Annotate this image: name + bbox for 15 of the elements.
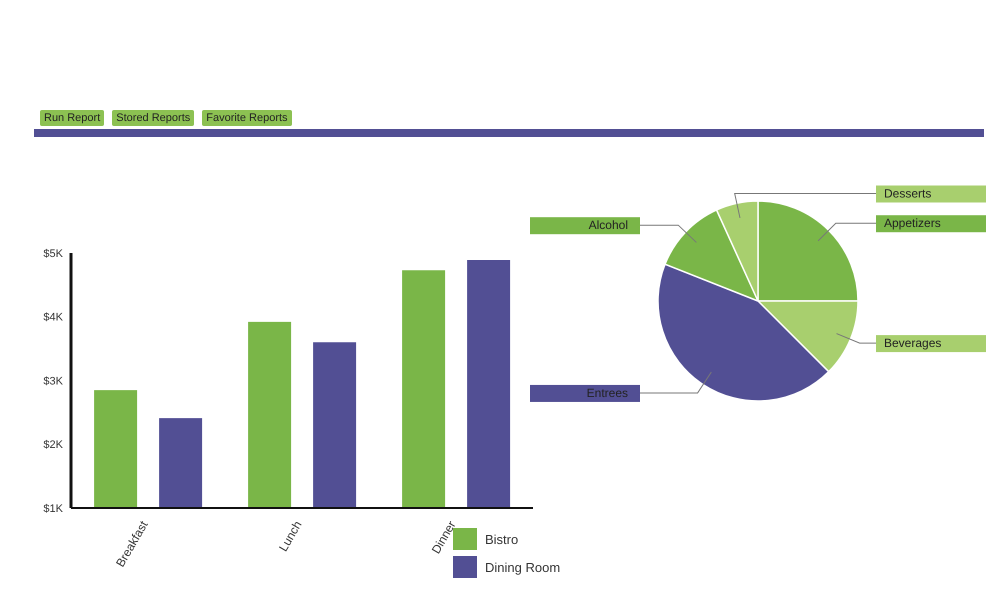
y-tick-label: $2K [43,439,64,452]
y-tick-label: $5K [43,248,64,260]
slice-label: Desserts [884,186,932,200]
text: Favorite Reports [202,110,292,126]
y-tick-label: $1K [43,502,64,515]
y-tick-label: $3K [43,375,64,388]
slice-label: Alcohol [588,218,628,232]
legend-label: Dining Room [485,560,560,574]
slice-label: Entrees [586,386,628,400]
y-tick-label: $4K [43,312,64,324]
slice-label: Appetizers [884,216,941,230]
slice-label: Beverages [884,336,942,350]
legend-label: Bistro [485,532,518,546]
text: Stored Reports [112,110,194,126]
text: Run Report [40,110,104,126]
